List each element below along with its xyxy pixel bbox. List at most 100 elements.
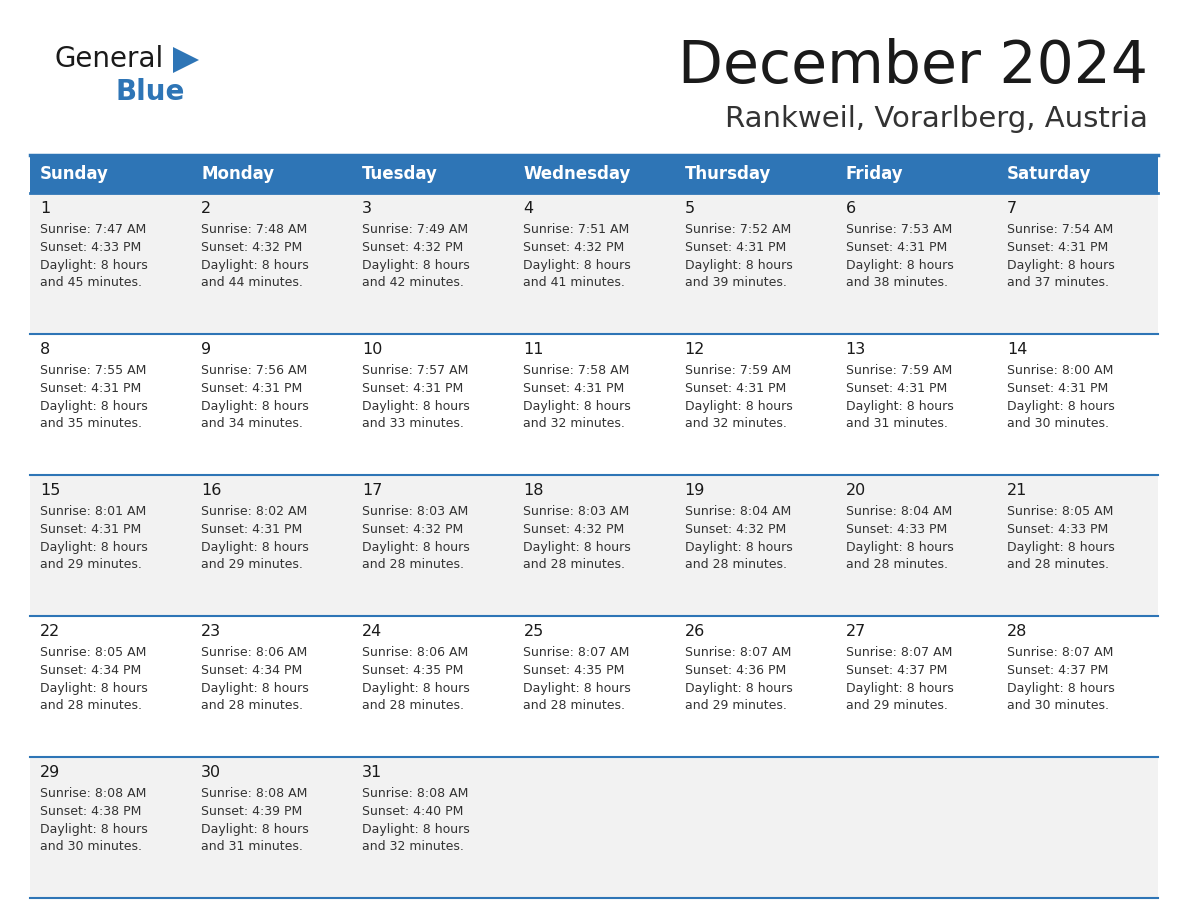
Text: 7: 7: [1007, 201, 1017, 216]
Bar: [30, 616, 1158, 757]
Text: and 34 minutes.: and 34 minutes.: [201, 417, 303, 430]
Text: Sunset: 4:31 PM: Sunset: 4:31 PM: [524, 382, 625, 395]
Text: Sunset: 4:35 PM: Sunset: 4:35 PM: [524, 664, 625, 677]
Text: Sunset: 4:37 PM: Sunset: 4:37 PM: [1007, 664, 1108, 677]
Text: Sunset: 4:31 PM: Sunset: 4:31 PM: [846, 382, 947, 395]
Text: Daylight: 8 hours: Daylight: 8 hours: [524, 400, 631, 413]
Text: Sunrise: 7:59 AM: Sunrise: 7:59 AM: [846, 364, 952, 377]
Text: 6: 6: [846, 201, 855, 216]
Text: Sunday: Sunday: [40, 165, 109, 183]
Text: Daylight: 8 hours: Daylight: 8 hours: [362, 259, 470, 272]
Text: Sunset: 4:31 PM: Sunset: 4:31 PM: [201, 523, 303, 536]
Text: Sunrise: 8:08 AM: Sunrise: 8:08 AM: [201, 787, 308, 800]
Text: Sunrise: 8:05 AM: Sunrise: 8:05 AM: [1007, 505, 1113, 518]
Text: Sunrise: 7:56 AM: Sunrise: 7:56 AM: [201, 364, 308, 377]
Text: 25: 25: [524, 624, 544, 639]
Text: and 29 minutes.: and 29 minutes.: [201, 558, 303, 571]
Text: Sunrise: 8:05 AM: Sunrise: 8:05 AM: [40, 646, 146, 659]
Text: Sunset: 4:31 PM: Sunset: 4:31 PM: [40, 523, 141, 536]
Text: and 32 minutes.: and 32 minutes.: [362, 840, 465, 853]
Bar: [30, 193, 1158, 334]
Text: Sunset: 4:33 PM: Sunset: 4:33 PM: [846, 523, 947, 536]
Text: Sunrise: 7:52 AM: Sunrise: 7:52 AM: [684, 223, 791, 236]
Text: and 28 minutes.: and 28 minutes.: [362, 558, 465, 571]
Text: 22: 22: [40, 624, 61, 639]
Text: Sunrise: 8:07 AM: Sunrise: 8:07 AM: [684, 646, 791, 659]
Text: and 28 minutes.: and 28 minutes.: [684, 558, 786, 571]
Text: Daylight: 8 hours: Daylight: 8 hours: [684, 259, 792, 272]
Text: 3: 3: [362, 201, 372, 216]
Text: and 28 minutes.: and 28 minutes.: [1007, 558, 1108, 571]
Text: and 44 minutes.: and 44 minutes.: [201, 276, 303, 289]
Text: 19: 19: [684, 483, 704, 498]
Text: Daylight: 8 hours: Daylight: 8 hours: [684, 682, 792, 695]
Text: Rankweil, Vorarlberg, Austria: Rankweil, Vorarlberg, Austria: [725, 105, 1148, 133]
Text: 26: 26: [684, 624, 704, 639]
Text: Sunset: 4:32 PM: Sunset: 4:32 PM: [524, 523, 625, 536]
Text: 11: 11: [524, 342, 544, 357]
Text: and 28 minutes.: and 28 minutes.: [846, 558, 948, 571]
Text: Sunrise: 7:48 AM: Sunrise: 7:48 AM: [201, 223, 308, 236]
Text: Sunset: 4:39 PM: Sunset: 4:39 PM: [201, 805, 303, 818]
Text: and 30 minutes.: and 30 minutes.: [1007, 699, 1108, 712]
Text: and 28 minutes.: and 28 minutes.: [40, 699, 143, 712]
Text: Daylight: 8 hours: Daylight: 8 hours: [201, 400, 309, 413]
Bar: [30, 757, 1158, 898]
Text: Sunrise: 8:04 AM: Sunrise: 8:04 AM: [846, 505, 952, 518]
Text: Daylight: 8 hours: Daylight: 8 hours: [524, 259, 631, 272]
Text: 28: 28: [1007, 624, 1028, 639]
Text: and 29 minutes.: and 29 minutes.: [684, 699, 786, 712]
Text: Sunset: 4:31 PM: Sunset: 4:31 PM: [201, 382, 303, 395]
Text: Sunrise: 8:01 AM: Sunrise: 8:01 AM: [40, 505, 146, 518]
Text: Daylight: 8 hours: Daylight: 8 hours: [362, 541, 470, 554]
Text: Sunrise: 7:59 AM: Sunrise: 7:59 AM: [684, 364, 791, 377]
Text: 23: 23: [201, 624, 221, 639]
Text: Sunrise: 8:03 AM: Sunrise: 8:03 AM: [362, 505, 468, 518]
Text: and 37 minutes.: and 37 minutes.: [1007, 276, 1108, 289]
Text: and 39 minutes.: and 39 minutes.: [684, 276, 786, 289]
Text: and 45 minutes.: and 45 minutes.: [40, 276, 143, 289]
Text: 30: 30: [201, 765, 221, 780]
Text: Sunset: 4:31 PM: Sunset: 4:31 PM: [362, 382, 463, 395]
Text: Friday: Friday: [846, 165, 903, 183]
Text: Sunset: 4:33 PM: Sunset: 4:33 PM: [1007, 523, 1108, 536]
Text: and 33 minutes.: and 33 minutes.: [362, 417, 465, 430]
Text: Sunset: 4:32 PM: Sunset: 4:32 PM: [362, 523, 463, 536]
Text: 5: 5: [684, 201, 695, 216]
Text: Daylight: 8 hours: Daylight: 8 hours: [846, 682, 954, 695]
Text: Sunset: 4:32 PM: Sunset: 4:32 PM: [684, 523, 785, 536]
Text: Sunrise: 8:02 AM: Sunrise: 8:02 AM: [201, 505, 308, 518]
Text: Daylight: 8 hours: Daylight: 8 hours: [201, 541, 309, 554]
Text: Thursday: Thursday: [684, 165, 771, 183]
Text: Daylight: 8 hours: Daylight: 8 hours: [362, 823, 470, 836]
Text: Sunset: 4:34 PM: Sunset: 4:34 PM: [201, 664, 303, 677]
Text: Daylight: 8 hours: Daylight: 8 hours: [1007, 259, 1114, 272]
Text: 20: 20: [846, 483, 866, 498]
Text: and 32 minutes.: and 32 minutes.: [524, 417, 625, 430]
Text: 13: 13: [846, 342, 866, 357]
Text: 10: 10: [362, 342, 383, 357]
Text: Daylight: 8 hours: Daylight: 8 hours: [524, 541, 631, 554]
Text: and 35 minutes.: and 35 minutes.: [40, 417, 143, 430]
Text: Sunset: 4:31 PM: Sunset: 4:31 PM: [40, 382, 141, 395]
Text: and 28 minutes.: and 28 minutes.: [524, 699, 625, 712]
Text: Daylight: 8 hours: Daylight: 8 hours: [40, 541, 147, 554]
Text: Sunrise: 7:53 AM: Sunrise: 7:53 AM: [846, 223, 952, 236]
Text: Sunrise: 8:06 AM: Sunrise: 8:06 AM: [201, 646, 308, 659]
Text: Sunrise: 7:47 AM: Sunrise: 7:47 AM: [40, 223, 146, 236]
Text: Daylight: 8 hours: Daylight: 8 hours: [524, 682, 631, 695]
Text: Daylight: 8 hours: Daylight: 8 hours: [1007, 682, 1114, 695]
Text: General: General: [55, 45, 164, 73]
Text: Sunrise: 7:57 AM: Sunrise: 7:57 AM: [362, 364, 468, 377]
Text: Sunset: 4:31 PM: Sunset: 4:31 PM: [1007, 241, 1108, 254]
Text: and 42 minutes.: and 42 minutes.: [362, 276, 465, 289]
Text: Daylight: 8 hours: Daylight: 8 hours: [684, 541, 792, 554]
Text: and 32 minutes.: and 32 minutes.: [684, 417, 786, 430]
Text: Sunset: 4:35 PM: Sunset: 4:35 PM: [362, 664, 463, 677]
Text: and 30 minutes.: and 30 minutes.: [40, 840, 143, 853]
Text: Sunset: 4:34 PM: Sunset: 4:34 PM: [40, 664, 141, 677]
Text: 27: 27: [846, 624, 866, 639]
Text: Daylight: 8 hours: Daylight: 8 hours: [201, 259, 309, 272]
Text: Daylight: 8 hours: Daylight: 8 hours: [846, 259, 954, 272]
Text: 2: 2: [201, 201, 211, 216]
